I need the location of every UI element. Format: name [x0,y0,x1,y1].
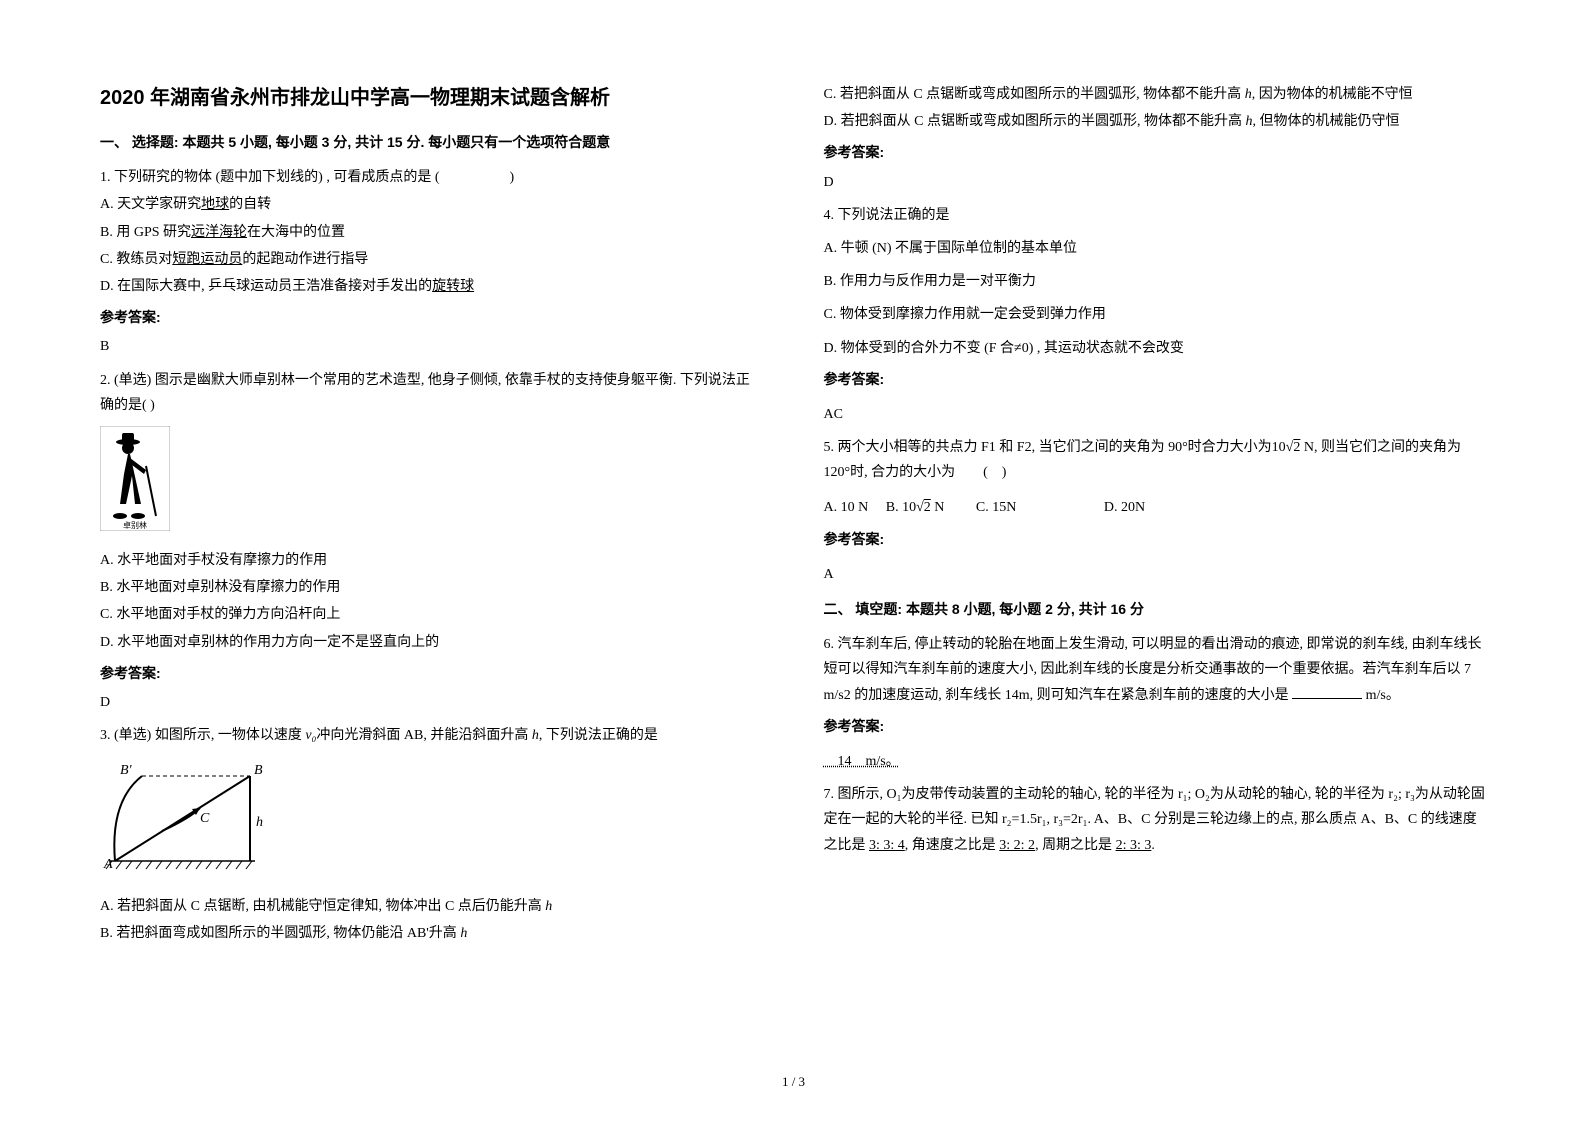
q3-h: h [532,728,539,743]
q5-answer-label: 参考答案: [824,527,1488,552]
q1-a-pre: A. 天文学家研究 [100,197,201,212]
q7-u3: 2: 3: 3 [1116,838,1152,853]
q1-c-under: 短跑运动员 [172,252,242,267]
q6-answer-label: 参考答案: [824,714,1488,739]
q5-options-row: A. 10 N B. 10√2 N C. 15N D. 20N [824,495,1488,520]
svg-text:B': B' [120,763,133,778]
q7-u1: 3: 3: 4 [869,838,905,853]
q4-option-b: B. 作用力与反作用力是一对平衡力 [824,269,1488,294]
q1-b-post: 在大海中的位置 [247,225,345,240]
q1-answer: B [100,334,764,359]
q1-option-a: A. 天文学家研究地球的自转 [100,192,764,217]
section2-header: 二、 填空题: 本题共 8 小题, 每小题 2 分, 共计 16 分 [824,597,1488,622]
q5-option-d: D. 20N [1104,500,1145,515]
q1-a-under: 地球 [201,197,229,212]
q2-answer: D [100,690,764,715]
q7-end: . [1151,838,1155,853]
q3-a-pre: A. 若把斜面从 C 点锯断, 由机械能守恒定律知, 物体冲出 C 点后仍能升高 [100,899,545,914]
section1-header: 一、 选择题: 本题共 5 小题, 每小题 3 分, 共计 15 分. 每小题只… [100,130,764,155]
q7-u2: 3: 2: 2 [999,838,1035,853]
svg-text:A: A [103,857,113,872]
q2-figure: 卓别林 [100,426,764,540]
q5-stem-pre: 5. 两个大小相等的共点力 F1 和 F2, 当它们之间的夹角为 90°时合力大… [824,440,1272,455]
q3-a-h: h [545,899,552,914]
q4-option-d: D. 物体受到的合外力不变 (F 合≠0) , 其运动状态就不会改变 [824,336,1488,361]
q1-b-under: 远洋海轮 [191,225,247,240]
q7-mid2: , 周期之比是 [1035,838,1116,853]
q1-stem: 1. 下列研究的物体 (题中加下划线的) , 可看成质点的是 ( ) [100,165,764,190]
q3-answer: D [824,170,1488,195]
q6-unit: m/s。 [1366,688,1400,703]
q3-d-post: , 但物体的机械能仍守恒 [1252,114,1399,129]
q6-blank [1292,685,1362,699]
q3-option-a: A. 若把斜面从 C 点锯断, 由机械能守恒定律知, 物体冲出 C 点后仍能升高… [100,894,764,919]
page-number: 1 / 3 [100,1070,1487,1093]
q1-option-c: C. 教练员对短跑运动员的起跑动作进行指导 [100,247,764,272]
svg-text:C: C [200,811,210,826]
q3-stem-post: , 下列说法正确的是 [539,728,658,743]
q1-option-b: B. 用 GPS 研究远洋海轮在大海中的位置 [100,220,764,245]
q5-b-pre: B. [886,500,902,515]
svg-text:h: h [256,815,263,830]
q5-sqrt: 10√2 [1272,440,1304,455]
q5-option-c: C. 15N [976,500,1016,515]
q2-option-b: B. 水平地面对卓别林没有摩擦力的作用 [100,575,764,600]
right-column: C. 若把斜面从 C 点锯断或弯成如图所示的半圆弧形, 物体都不能升高 h, 因… [824,80,1488,1050]
q1-answer-label: 参考答案: [100,305,764,330]
left-column: 2020 年湖南省永州市排龙山中学高一物理期末试题含解析 一、 选择题: 本题共… [100,80,764,1050]
q3-option-b: B. 若把斜面弯成如图所示的半圆弧形, 物体仍能沿 AB'升高 h [100,921,764,946]
q5-b-post: N [931,500,945,515]
q1-d-under: 旋转球 [432,279,474,294]
q2-option-d: D. 水平地面对卓别林的作用力方向一定不是竖直向上的 [100,630,764,655]
q3-option-c: C. 若把斜面从 C 点锯断或弯成如图所示的半圆弧形, 物体都不能升高 h, 因… [824,82,1488,107]
q3-d-pre: D. 若把斜面从 C 点锯断或弯成如图所示的半圆弧形, 物体都不能升高 [824,114,1246,129]
incline-diagram-icon: B' B A C h [100,756,300,876]
chaplin-icon: 卓别林 [100,426,170,531]
exam-title: 2020 年湖南省永州市排龙山中学高一物理期末试题含解析 [100,80,764,116]
svg-text:B: B [254,763,263,778]
q3-stem: 3. (单选) 如图所示, 一物体以速度 v₀冲向光滑斜面 AB, 并能沿斜面升… [100,723,764,748]
q4-option-a: A. 牛顿 (N) 不属于国际单位制的基本单位 [824,236,1488,261]
q3-b-pre: B. 若把斜面弯成如图所示的半圆弧形, 物体仍能沿 AB'升高 [100,926,460,941]
q3-b-h: h [460,926,467,941]
q3-v0: v₀ [305,728,316,743]
q3-stem-mid: 冲向光滑斜面 AB, 并能沿斜面升高 [316,728,531,743]
q1-d-pre: D. 在国际大赛中, 乒乓球运动员王浩准备接对手发出的 [100,279,432,294]
q1-option-d: D. 在国际大赛中, 乒乓球运动员王浩准备接对手发出的旋转球 [100,274,764,299]
q2-stem: 2. (单选) 图示是幽默大师卓别林一个常用的艺术造型, 他身子侧倾, 依靠手杖… [100,368,764,418]
q3-option-d: D. 若把斜面从 C 点锯断或弯成如图所示的半圆弧形, 物体都不能升高 h, 但… [824,109,1488,134]
q2-answer-label: 参考答案: [100,661,764,686]
q6-stem: 6. 汽车刹车后, 停止转动的轮胎在地面上发生滑动, 可以明显的看出滑动的痕迹,… [824,632,1488,708]
q3-stem-pre: 3. (单选) 如图所示, 一物体以速度 [100,728,305,743]
q3-c-h: h [1245,87,1252,102]
q2-option-a: A. 水平地面对手杖没有摩擦力的作用 [100,548,764,573]
q3-figure: B' B A C h [100,756,764,885]
q3-c-pre: C. 若把斜面从 C 点锯断或弯成如图所示的半圆弧形, 物体都不能升高 [824,87,1245,102]
q7-stem: 7. 图所示, O₁为皮带传动装置的主动轮的轴心, 轮的半径为 r₁; O₂为从… [824,782,1488,858]
q3-answer-label: 参考答案: [824,140,1488,165]
q4-stem: 4. 下列说法正确的是 [824,203,1488,228]
q5-option-b: B. 10√2 N [886,500,945,515]
q1-c-post: 的起跑动作进行指导 [242,252,368,267]
q4-answer: AC [824,402,1488,427]
q5-option-a: A. 10 N [824,500,869,515]
q4-option-c: C. 物体受到摩擦力作用就一定会受到弹力作用 [824,302,1488,327]
q5-stem: 5. 两个大小相等的共点力 F1 和 F2, 当它们之间的夹角为 90°时合力大… [824,435,1488,485]
q1-b-pre: B. 用 GPS 研究 [100,225,191,240]
q3-c-post: , 因为物体的机械能不守恒 [1252,87,1413,102]
q2-caption: 卓别林 [123,520,147,530]
q2-option-c: C. 水平地面对手杖的弹力方向沿杆向上 [100,602,764,627]
q4-answer-label: 参考答案: [824,367,1488,392]
q5-answer: A [824,562,1488,587]
q6-answer: 14 m/s。 [824,749,1488,774]
q7-mid1: , 角速度之比是 [905,838,1000,853]
q6-answer-text: 14 m/s。 [824,754,900,769]
q1-a-post: 的自转 [229,197,271,212]
q1-c-pre: C. 教练员对 [100,252,172,267]
